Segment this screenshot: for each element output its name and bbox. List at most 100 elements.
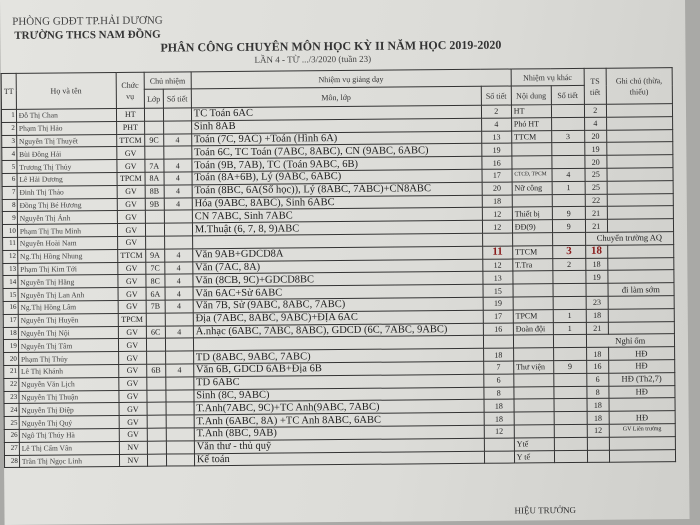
role-cell: GV [116,146,145,160]
role-cell: TTCM [117,249,146,263]
total-periods-cell: 22 [584,193,608,207]
col-homeroom: Chủ nhiệm [143,71,192,90]
other-periods-cell [553,385,587,400]
assignment-table: TT Họ và tên Chức vụ Chủ nhiệm Nhiệm vụ … [1,67,676,468]
row-number-cell: 26 [4,429,20,443]
col-other-content: Nội dung [511,85,552,106]
homeroom-class-cell [146,389,166,403]
teaching-periods-cell: 18 [483,412,515,426]
row-number-cell: 15 [3,288,18,302]
total-periods-cell: 6 [586,372,609,386]
other-periods-cell [552,296,587,310]
teaching-periods-cell: 18 [483,348,514,362]
homeroom-periods-cell: 4 [165,325,194,339]
other-duty-cell: ĐĐ(9) [512,219,553,234]
homeroom-periods-cell [165,389,194,403]
teacher-name-cell: Phạm Thị Kim Tới [17,262,118,276]
teaching-periods-cell: 17 [481,169,512,183]
teaching-periods-cell: 13 [482,271,513,285]
teaching-periods-cell: 8 [483,386,514,400]
total-periods-cell: 19 [585,270,608,284]
other-periods-cell: 9 [552,219,586,233]
homeroom-class-cell: 8B [144,184,165,198]
teacher-name-cell: Nguyễn Thị Quý [18,415,120,430]
homeroom-periods-cell [165,350,194,365]
row-number-cell: 28 [4,454,20,468]
row-number-cell: 3 [1,134,17,148]
teacher-name-cell: Nguyễn Thị Hằng [17,274,118,289]
other-periods-cell [553,334,587,348]
row-number-cell: 27 [4,442,20,455]
homeroom-periods-cell [165,376,194,390]
teacher-name-cell: Nguyễn Thị Lan Anh [17,287,118,302]
homeroom-periods-cell [164,210,193,224]
note-cell [609,436,676,450]
other-periods-cell: 1 [553,309,587,323]
note-cell [607,206,674,220]
teaching-periods-cell: 16 [483,322,514,336]
homeroom-class-cell: 9A [145,248,165,262]
row-number-cell: 19 [3,339,19,353]
other-duty-cell: Thư viện [513,360,554,374]
note-cell: HĐ [608,385,675,399]
homeroom-periods-cell: 4 [164,248,193,262]
total-periods-cell: 25 [584,168,607,182]
teaching-periods-cell: 4 [481,117,512,131]
other-duty-cell [513,411,555,425]
col-other: Nhiệm vụ khác [510,68,585,87]
row-number-cell: 24 [4,403,19,417]
other-periods-cell: 3 [551,129,585,144]
teaching-periods-cell: 15 [482,284,513,298]
other-duty-cell: Nữ công [511,181,552,195]
homeroom-periods-cell [165,402,194,416]
other-duty-cell [512,296,554,310]
teaching-periods-cell [484,437,515,451]
note-cell [606,167,673,181]
homeroom-class-cell [146,376,166,390]
role-cell: GV [117,210,146,224]
teaching-periods-cell: 12 [482,207,513,221]
row-number-cell: 25 [4,416,20,430]
teaching-periods-cell: 6 [483,373,514,387]
teacher-name-cell: Nguyễn Hoài Nam [17,236,118,251]
other-periods-cell [551,104,585,118]
role-cell: GV [117,300,147,314]
note-cell: GV Liên trường [609,423,676,437]
role-cell: GV [117,274,146,288]
note-cell [606,193,674,207]
note-cell [607,244,674,258]
homeroom-periods-cell [166,453,195,467]
homeroom-class-cell: 7C [145,261,165,275]
teacher-name-cell: Phạm Thị Hảo [16,121,117,135]
teacher-name-cell: Nguyễn Thị Thuyết [16,134,117,148]
role-cell: GV [118,402,147,416]
other-duty-cell [511,194,553,208]
homeroom-class-cell: 6C [146,325,166,339]
note-cell: Chuyển trường AQ [585,231,674,246]
other-duty-cell: Đoàn đội [513,322,554,336]
homeroom-periods-cell: 4 [164,286,193,301]
total-periods-cell: 21 [585,206,608,220]
teaching-periods-cell: 18 [483,399,514,413]
teacher-name-cell: Ng.Thị Hồng Lâm [17,300,119,315]
homeroom-periods-cell: 4 [164,197,193,211]
homeroom-periods-cell: 4 [163,171,192,185]
row-number-cell: 4 [1,147,17,161]
teaching-periods-cell: 19 [482,296,514,311]
total-periods-cell: 20 [584,129,607,143]
other-duty-cell [512,283,553,297]
total-periods-cell [587,436,610,450]
row-number-cell: 23 [3,390,19,404]
row-number-cell: 21 [3,365,19,379]
homeroom-class-cell [144,146,164,160]
other-periods-cell: 9 [552,206,586,220]
row-number-cell: 9 [2,211,18,225]
other-duty-cell [513,399,554,413]
teacher-name-cell: Lê Thị Khánh [18,364,119,379]
col-role: Chức vụ [115,72,145,109]
row-number-cell: 2 [1,122,17,136]
note-cell [608,308,675,322]
note-cell: HĐ [608,410,676,425]
row-number-cell: 7 [2,186,18,200]
homeroom-periods-cell [164,235,193,249]
